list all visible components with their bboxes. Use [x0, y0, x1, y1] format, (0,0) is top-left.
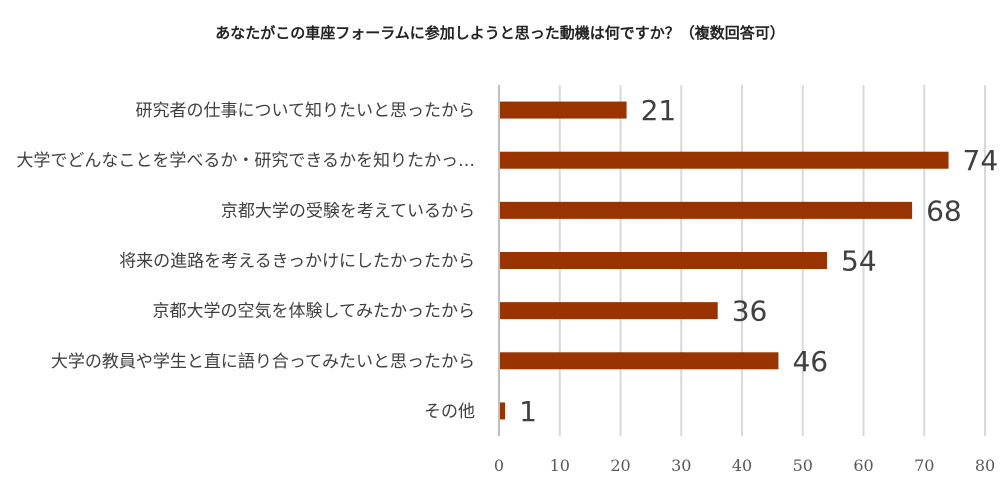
category-label: 京都大学の空気を体験してみたかったから — [153, 302, 476, 322]
data-label: 21 — [641, 94, 677, 127]
x-tick-label: 0 — [494, 456, 504, 475]
data-label: 36 — [732, 295, 768, 328]
category-label: 京都大学の受験を考えているから — [221, 201, 475, 221]
category-label: 将来の進路を考えるきっかけにしたかったから — [119, 252, 475, 272]
data-label: 68 — [926, 194, 962, 227]
x-tick-label: 70 — [914, 456, 934, 475]
x-tick-labels: 0 10 20 30 40 50 60 70 80 — [494, 456, 995, 475]
bar — [500, 402, 506, 420]
bar — [500, 151, 949, 169]
category-label: 大学の教員や学生と直に語り合ってみたいと思ったから — [51, 352, 475, 372]
category-label: その他 — [424, 402, 475, 422]
bar — [500, 302, 718, 320]
x-tick-label: 60 — [853, 456, 873, 475]
chart-title: あなたがこの車座フォーラムに参加しようと思った動機は何ですか？（複数回答可） — [215, 24, 785, 42]
x-tick-label: 10 — [550, 456, 570, 475]
x-tick-label: 50 — [793, 456, 813, 475]
data-label: 54 — [841, 245, 877, 278]
data-label: 46 — [792, 345, 828, 378]
x-tick-label: 80 — [975, 456, 995, 475]
category-label: 研究者の仕事について知りたいと思ったから — [136, 101, 476, 121]
x-tick-label: 20 — [610, 456, 630, 475]
bar — [500, 201, 913, 219]
bar — [500, 252, 828, 269]
category-label: 大学でどんなことを学べるか・研究できるかを知りたかっ… — [16, 151, 475, 171]
bar — [500, 352, 779, 370]
data-label: 74 — [963, 144, 999, 177]
bars — [500, 101, 949, 420]
data-label: 1 — [519, 395, 537, 428]
x-tick-label: 30 — [671, 456, 691, 475]
x-tick-label: 40 — [732, 456, 752, 475]
category-labels: 研究者の仕事について知りたいと思ったから大学でどんなことを学べるか・研究できるか… — [16, 101, 475, 422]
bar — [500, 101, 627, 119]
